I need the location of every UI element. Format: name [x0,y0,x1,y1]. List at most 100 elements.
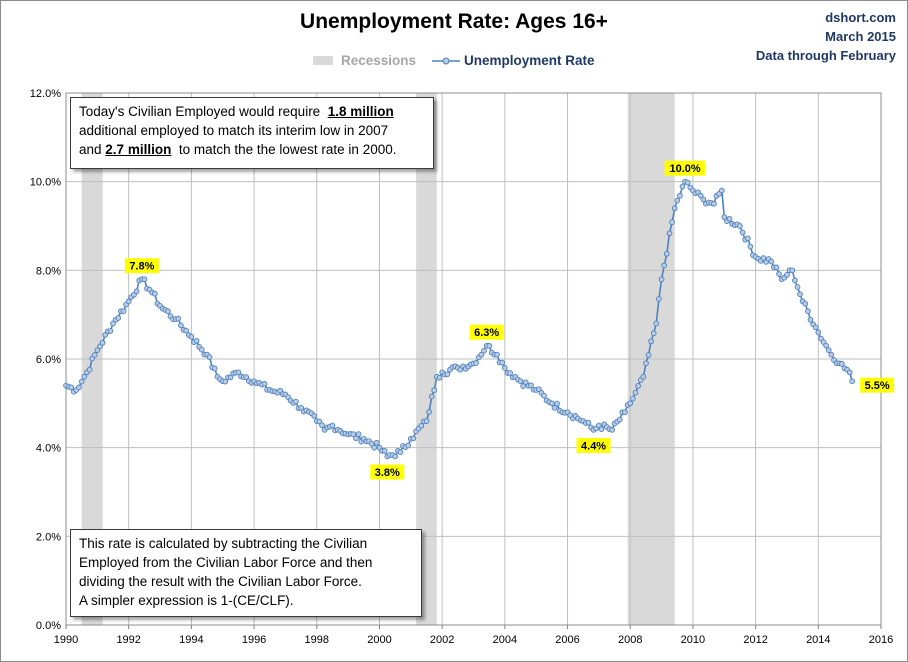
data-point [632,389,639,396]
data-point [86,366,93,373]
data-point [640,373,647,380]
x-tick-label: 2006 [555,634,579,646]
x-tick-label: 1998 [305,634,329,646]
data-point [298,404,304,411]
legend-recession-swatch [313,56,333,65]
data-point [792,277,798,284]
annotation-line-2: additional employed to match its interim… [79,123,389,138]
formula-line-2: Employed from the Civilian Labor Force a… [79,555,373,570]
data-point [311,412,318,419]
data-point [91,352,98,358]
data-point [768,258,775,265]
data-point [684,179,691,186]
data-point [397,449,404,455]
data-point [551,404,558,411]
data-label: 5.5% [860,377,895,393]
data-point [206,354,213,360]
data-point [711,200,717,207]
data-point [805,308,811,315]
data-point [222,378,229,385]
data-point [120,308,127,315]
data-point [627,400,634,407]
data-label: 7.8% [124,258,159,274]
data-point [846,369,853,376]
data-point [773,264,780,271]
data-point [541,392,547,399]
x-tick-label: 1990 [54,634,78,646]
data-label-bg [664,160,706,176]
data-point [151,290,158,297]
data-point [501,365,508,371]
data-point [243,374,250,380]
data-point [78,378,85,385]
data-point [679,183,686,190]
data-label-text: 3.8% [375,467,400,479]
x-tick-label: 2016 [869,634,893,646]
data-point [666,230,673,237]
data-point [478,351,485,358]
x-tick-label: 2004 [493,634,517,646]
data-point [517,378,524,385]
data-point [110,320,116,327]
data-point [643,360,649,367]
data-point [721,214,728,220]
data-point [133,288,140,295]
formula-line-3: dividing the result with the Civilian La… [79,574,362,589]
data-point [794,284,801,290]
data-label-bg [124,258,159,274]
data-label-bg [469,324,504,340]
data-point [784,271,790,278]
data-point [227,374,234,381]
data-label-bg [860,377,895,393]
data-point [99,339,106,346]
data-point [115,315,122,321]
data-point [405,442,412,449]
data-point [373,439,380,446]
data-point [431,387,438,394]
data-point [663,250,670,257]
data-point [789,267,796,274]
data-point [426,409,432,415]
data-point [549,400,555,407]
data-point [760,255,767,261]
data-point [193,337,200,344]
data-point [107,328,114,334]
data-point [839,361,845,367]
y-tick-label: 6.0% [36,354,61,366]
data-point [293,398,299,405]
data-point [481,347,487,354]
y-tick-label: 0.0% [36,620,61,632]
legend-recessions-label: Recessions [341,53,417,68]
y-tick-label: 2.0% [36,531,61,543]
data-point [697,192,704,199]
source-site: dshort.com [825,10,896,25]
x-tick-label: 1996 [242,634,266,646]
data-point [175,315,182,322]
data-point [653,320,660,327]
data-label: 6.3% [469,324,504,340]
data-point [849,378,856,385]
legend-series: Unemployment Rate [432,53,595,68]
data-point [622,409,628,416]
data-point [585,419,592,426]
data-label: 10.0% [664,160,706,176]
x-tick-label: 1992 [116,634,140,646]
data-point [316,418,323,425]
data-point [528,382,534,389]
x-tick-label: 2000 [367,634,391,646]
data-point [656,296,662,302]
data-label-text: 5.5% [865,380,890,392]
chart-title: Unemployment Rate: Ages 16+ [300,10,608,33]
data-point [776,271,782,277]
data-point [700,196,707,203]
data-point [188,333,195,340]
axes: 0.0% 2.0% 4.0% 6.0% 8.0% 10.0% 12.0% 1990 1992 19… [30,88,893,646]
y-tick-label: 4.0% [36,443,61,455]
data-point [739,229,746,236]
data-point [815,329,822,336]
data-point [609,427,615,433]
data-point [418,422,425,429]
data-point [94,347,101,353]
data-point [235,369,242,376]
